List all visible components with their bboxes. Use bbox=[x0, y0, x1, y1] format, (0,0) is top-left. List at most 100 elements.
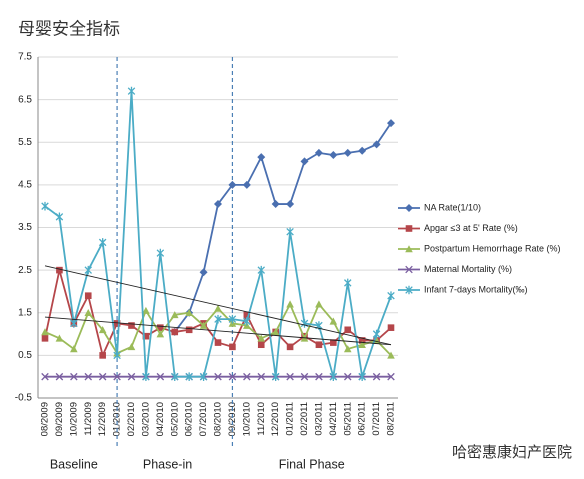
point bbox=[55, 372, 64, 381]
point bbox=[41, 372, 49, 381]
point bbox=[343, 345, 352, 353]
point bbox=[84, 265, 93, 275]
point bbox=[41, 328, 49, 336]
point bbox=[55, 212, 64, 222]
point bbox=[405, 225, 413, 232]
y-tick-label: 2.5 bbox=[18, 265, 32, 276]
chart-title: 母婴安全指标 bbox=[18, 20, 120, 40]
point bbox=[127, 86, 136, 96]
point bbox=[41, 335, 49, 342]
x-tick-label: 08/2010 bbox=[213, 402, 224, 436]
point bbox=[242, 180, 251, 189]
legend-label: Maternal Mortality (%) bbox=[424, 264, 512, 274]
point bbox=[243, 372, 251, 381]
point bbox=[229, 343, 236, 351]
x-tick-label: 04/2010 bbox=[155, 402, 166, 436]
point bbox=[228, 372, 237, 381]
y-tick-label: 3.5 bbox=[18, 222, 32, 233]
x-tick-label: 11/2010 bbox=[256, 402, 267, 436]
x-tick-label: 08/2009 bbox=[40, 402, 51, 436]
point bbox=[128, 322, 135, 329]
point bbox=[70, 319, 78, 328]
trend-line bbox=[44, 316, 392, 346]
x-tick-label: 07/2010 bbox=[198, 402, 209, 436]
phase-label: Phase-in bbox=[143, 457, 192, 471]
point bbox=[243, 316, 251, 326]
point bbox=[344, 326, 352, 334]
x-tick-label: 05/2011 bbox=[342, 402, 353, 436]
point bbox=[315, 300, 323, 308]
point bbox=[387, 119, 395, 128]
point bbox=[387, 324, 395, 331]
x-tick-label: 03/2010 bbox=[140, 402, 151, 436]
point bbox=[199, 372, 208, 381]
point bbox=[300, 157, 309, 166]
point bbox=[271, 328, 280, 336]
point bbox=[372, 372, 381, 381]
point bbox=[84, 292, 92, 299]
point bbox=[214, 200, 222, 209]
point bbox=[228, 180, 237, 189]
point bbox=[113, 320, 121, 327]
y-tick-label: 6.5 bbox=[18, 94, 32, 105]
point bbox=[314, 148, 323, 157]
point bbox=[170, 372, 179, 381]
point bbox=[343, 148, 352, 157]
x-tick-label: 10/2010 bbox=[241, 402, 252, 436]
x-tick-label: 10/2009 bbox=[68, 402, 79, 436]
point bbox=[157, 324, 164, 331]
x-tick-label: 12/2009 bbox=[97, 402, 108, 436]
point bbox=[315, 372, 323, 381]
point bbox=[286, 300, 294, 308]
point bbox=[257, 341, 265, 349]
point bbox=[286, 372, 294, 381]
point bbox=[113, 372, 121, 381]
point bbox=[127, 372, 136, 381]
point bbox=[84, 308, 93, 317]
point bbox=[55, 334, 64, 342]
point bbox=[405, 285, 413, 295]
point bbox=[257, 153, 266, 162]
x-tick-label: 05/2010 bbox=[169, 402, 180, 436]
point bbox=[387, 351, 395, 359]
point bbox=[98, 238, 107, 247]
x-tick-label: 01/2010 bbox=[112, 402, 123, 436]
x-tick-label: 09/2009 bbox=[54, 402, 65, 436]
y-tick-label: 1.5 bbox=[18, 307, 32, 318]
point bbox=[358, 340, 366, 349]
x-tick-label: 08/2011 bbox=[386, 402, 397, 436]
point bbox=[199, 268, 208, 277]
point bbox=[228, 314, 237, 324]
point bbox=[329, 372, 338, 381]
x-tick-label: 04/2011 bbox=[328, 402, 339, 436]
x-tick-label: 11/2009 bbox=[83, 402, 94, 436]
point bbox=[271, 372, 280, 381]
x-tick-label: 02/2010 bbox=[126, 402, 137, 436]
y-tick-label: -0.5 bbox=[15, 393, 33, 404]
phase-label: Baseline bbox=[50, 457, 98, 471]
x-tick-label: 06/2011 bbox=[357, 402, 368, 436]
point bbox=[315, 341, 323, 349]
series-line bbox=[174, 122, 392, 333]
point bbox=[70, 372, 78, 381]
point bbox=[405, 204, 413, 212]
point bbox=[329, 151, 338, 160]
point bbox=[56, 266, 63, 274]
point bbox=[343, 372, 352, 381]
x-tick-label: 06/2010 bbox=[184, 402, 195, 436]
x-tick-label: 12/2010 bbox=[270, 402, 281, 436]
point bbox=[358, 146, 367, 155]
phase-label: Final Phase bbox=[279, 457, 345, 471]
point bbox=[41, 201, 49, 211]
point bbox=[329, 317, 338, 325]
point bbox=[127, 343, 136, 351]
x-tick-label: 07/2011 bbox=[371, 402, 382, 436]
point bbox=[113, 351, 121, 360]
point bbox=[171, 328, 179, 336]
legend-label: Apgar ≤3 at 5' Rate (%) bbox=[424, 223, 518, 233]
x-tick-label: 09/2010 bbox=[227, 402, 238, 436]
point bbox=[70, 345, 78, 353]
point bbox=[358, 337, 366, 344]
point bbox=[271, 200, 280, 209]
point bbox=[98, 372, 107, 381]
